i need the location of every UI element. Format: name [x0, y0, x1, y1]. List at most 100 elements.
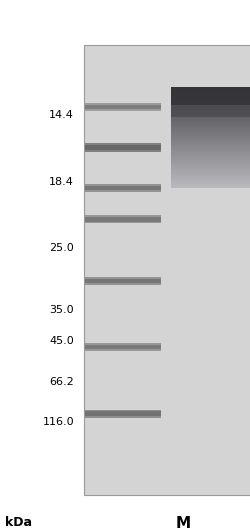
- Bar: [170, 126, 250, 127]
- Bar: [170, 120, 250, 121]
- Bar: [170, 122, 250, 124]
- Text: 45.0: 45.0: [49, 336, 74, 346]
- Bar: [170, 167, 250, 168]
- Bar: [170, 99, 250, 101]
- Bar: [85, 343, 160, 351]
- Bar: [170, 131, 250, 132]
- Bar: [170, 140, 250, 141]
- Bar: [170, 133, 250, 135]
- Bar: [85, 105, 160, 110]
- Bar: [85, 277, 160, 285]
- Bar: [170, 96, 250, 97]
- Bar: [170, 121, 250, 122]
- Bar: [84, 45, 250, 495]
- Bar: [170, 127, 250, 129]
- Bar: [170, 136, 250, 138]
- Bar: [170, 90, 250, 92]
- Bar: [170, 108, 250, 110]
- Bar: [170, 175, 250, 177]
- Bar: [170, 141, 250, 142]
- Bar: [170, 107, 250, 108]
- Bar: [170, 139, 250, 140]
- Bar: [170, 171, 250, 173]
- Bar: [170, 181, 250, 183]
- Text: 25.0: 25.0: [49, 243, 74, 253]
- Bar: [170, 159, 250, 160]
- Text: M: M: [175, 516, 190, 529]
- Bar: [170, 97, 250, 98]
- Bar: [85, 143, 160, 151]
- Bar: [170, 148, 250, 149]
- Bar: [170, 94, 250, 96]
- Bar: [170, 142, 250, 144]
- Bar: [170, 104, 250, 106]
- Bar: [170, 156, 250, 158]
- Bar: [170, 144, 250, 145]
- Bar: [170, 110, 250, 111]
- Bar: [170, 172, 250, 174]
- Text: 18.4: 18.4: [49, 177, 74, 187]
- Bar: [170, 117, 250, 118]
- Bar: [85, 186, 160, 190]
- Bar: [170, 101, 250, 102]
- Bar: [170, 180, 250, 181]
- Bar: [85, 103, 160, 111]
- Bar: [170, 160, 250, 161]
- Bar: [170, 93, 250, 95]
- Bar: [170, 138, 250, 139]
- Bar: [85, 412, 160, 416]
- Bar: [170, 155, 250, 157]
- Bar: [170, 152, 250, 154]
- Bar: [170, 187, 250, 188]
- Bar: [170, 162, 250, 164]
- Bar: [170, 146, 250, 148]
- Text: 66.2: 66.2: [49, 377, 74, 387]
- Bar: [170, 106, 250, 107]
- Bar: [85, 217, 160, 222]
- Bar: [170, 98, 250, 99]
- Bar: [170, 87, 250, 105]
- Text: 14.4: 14.4: [49, 111, 74, 120]
- Text: kDa: kDa: [5, 516, 32, 529]
- Bar: [170, 178, 250, 179]
- Bar: [170, 145, 250, 147]
- Bar: [85, 215, 160, 223]
- Bar: [170, 105, 250, 117]
- Bar: [170, 132, 250, 134]
- Bar: [85, 279, 160, 284]
- Bar: [170, 150, 250, 151]
- Bar: [85, 184, 160, 192]
- Bar: [170, 118, 250, 120]
- Bar: [170, 135, 250, 136]
- Bar: [170, 164, 250, 165]
- Bar: [170, 165, 250, 167]
- Text: 35.0: 35.0: [49, 305, 74, 315]
- Bar: [85, 145, 160, 150]
- Bar: [170, 130, 250, 131]
- Bar: [170, 177, 250, 178]
- Text: 116.0: 116.0: [42, 417, 74, 427]
- Bar: [170, 184, 250, 186]
- Bar: [170, 185, 250, 187]
- Bar: [170, 102, 250, 103]
- Bar: [85, 345, 160, 349]
- Bar: [170, 89, 250, 90]
- Bar: [170, 88, 250, 89]
- Bar: [170, 183, 250, 184]
- Bar: [170, 158, 250, 159]
- Bar: [170, 112, 250, 113]
- Bar: [170, 111, 250, 112]
- Bar: [170, 169, 250, 170]
- Bar: [170, 116, 250, 117]
- Bar: [170, 103, 250, 105]
- Bar: [170, 115, 250, 116]
- Bar: [170, 179, 250, 180]
- Bar: [170, 149, 250, 150]
- Bar: [170, 151, 250, 152]
- Bar: [170, 113, 250, 115]
- Bar: [170, 161, 250, 163]
- Bar: [170, 123, 250, 125]
- Bar: [170, 174, 250, 175]
- Bar: [170, 170, 250, 171]
- Bar: [170, 154, 250, 155]
